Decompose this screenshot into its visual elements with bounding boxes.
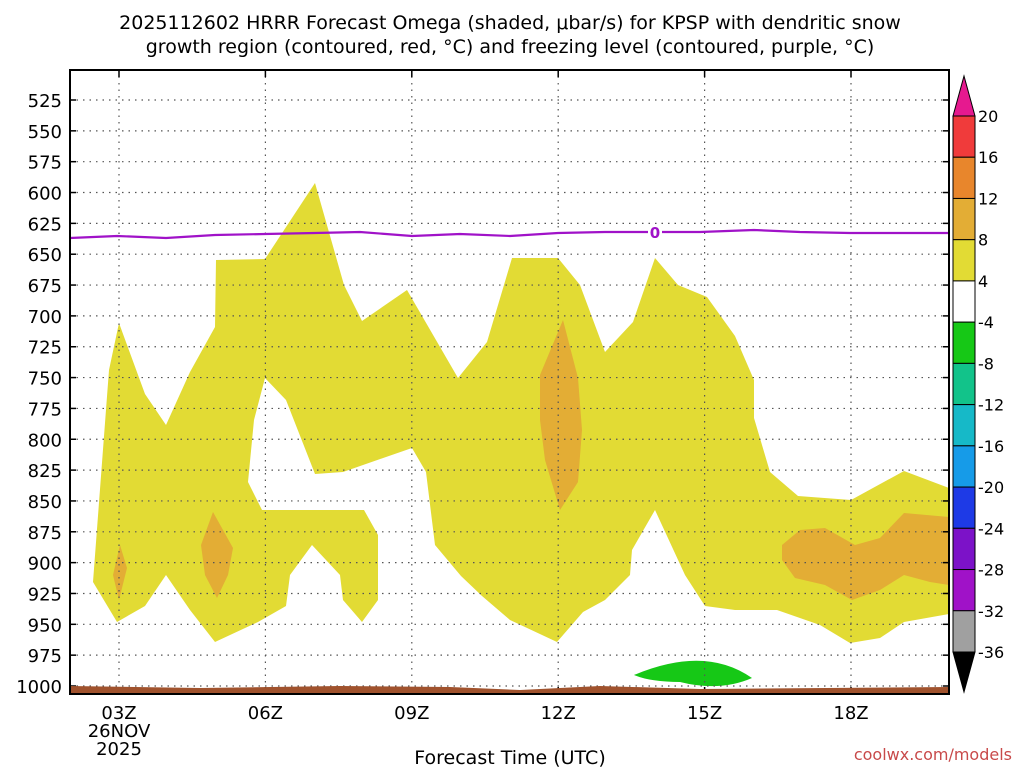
omega-region-orange-4	[782, 513, 949, 600]
colorbar-label: 12	[978, 189, 998, 208]
y-tick-label: 600	[28, 184, 62, 205]
colorbar-segment	[952, 156, 976, 199]
colorbar-label: -28	[978, 561, 1004, 580]
freezing-level-label: 0	[650, 224, 660, 242]
y-tick-label: 875	[28, 523, 62, 544]
colorbar-segment	[952, 404, 976, 447]
colorbar-label: -36	[978, 643, 1004, 662]
y-tick-label: 525	[28, 91, 62, 112]
x-year-label: 2025	[96, 739, 142, 760]
freezing-level-contour	[69, 228, 949, 240]
omega-shading	[93, 183, 949, 687]
colorbar-segment	[952, 197, 976, 241]
omega-region-yellow	[93, 183, 949, 643]
x-tick-label: 03Z	[101, 703, 136, 724]
chart-title-line-2: growth region (contoured, red, °C) and f…	[146, 36, 875, 58]
colorbar-label: -24	[978, 519, 1004, 538]
y-tick-label: 650	[28, 245, 62, 266]
y-tick-label: 900	[28, 554, 62, 575]
x-tick-label: 15Z	[687, 703, 722, 724]
colorbar-label: 20	[978, 107, 998, 126]
x-axis-title: Forecast Time (UTC)	[414, 747, 605, 768]
y-tick-label: 775	[28, 399, 62, 420]
x-tick-label: 06Z	[248, 703, 283, 724]
chart-grid	[70, 70, 949, 694]
y-tick-label: 625	[28, 214, 62, 235]
y-tick-label: 725	[28, 338, 62, 359]
y-axis: 525 550 575 600 625 650 675 700 725 750 775 800 825 8…	[16, 91, 949, 698]
omega-region-orange-2	[201, 512, 233, 598]
colorbar-segment	[952, 445, 976, 488]
colorbar-label: -20	[978, 478, 1004, 497]
y-tick-label: 925	[28, 584, 62, 605]
colorbar-label: -32	[978, 602, 1004, 621]
colorbar-segment	[952, 321, 976, 364]
colorbar-segment	[952, 486, 976, 529]
colorbar-segment	[952, 239, 976, 282]
x-tick-label: 09Z	[394, 703, 429, 724]
y-tick-label: 550	[28, 122, 62, 143]
x-date-label: 26NOV	[88, 721, 151, 742]
chart-title-line-1: 2025112602 HRRR Forecast Omega (shaded, …	[119, 12, 901, 34]
ground-surface	[70, 686, 949, 694]
y-tick-label: 800	[28, 430, 62, 451]
colorbar-segment	[952, 527, 976, 571]
y-tick-label: 950	[28, 615, 62, 636]
colorbar-segment	[952, 610, 976, 653]
y-tick-label: 750	[28, 369, 62, 390]
x-tick-label: 12Z	[541, 703, 576, 724]
omega-region-green	[634, 660, 752, 687]
colorbar-label: -8	[978, 354, 994, 373]
freezing-level-label-bg	[648, 224, 662, 240]
omega-region-orange-3	[540, 320, 582, 510]
x-tick-label: 18Z	[833, 703, 868, 724]
colorbar: 20 16 12 8 4 -4 -8 -12 -16 -20 -24 -28 -32 -36	[952, 74, 1004, 694]
colorbar-segment	[952, 280, 976, 323]
colorbar-label: 8	[978, 231, 988, 250]
y-tick-label: 575	[28, 153, 62, 174]
colorbar-label: 4	[978, 272, 988, 291]
colorbar-segment	[952, 569, 976, 612]
colorbar-label: 16	[978, 148, 998, 167]
y-tick-label: 675	[28, 276, 62, 297]
watermark: coolwx.com/models	[854, 745, 1012, 764]
y-tick-label: 975	[28, 646, 62, 667]
omega-region-orange-1	[113, 545, 127, 600]
plot-frame	[69, 69, 950, 695]
y-tick-label: 700	[28, 307, 62, 328]
colorbar-label: -12	[978, 396, 1004, 415]
colorbar-segment	[952, 115, 976, 158]
colorbar-top-arrow	[952, 74, 976, 117]
colorbar-segment	[952, 362, 976, 406]
y-tick-label: 850	[28, 492, 62, 513]
colorbar-label: -16	[978, 437, 1004, 456]
y-tick-label: 1000	[16, 677, 62, 698]
y-tick-label: 825	[28, 461, 62, 482]
colorbar-bottom-arrow	[952, 651, 976, 694]
colorbar-label: -4	[978, 313, 994, 332]
